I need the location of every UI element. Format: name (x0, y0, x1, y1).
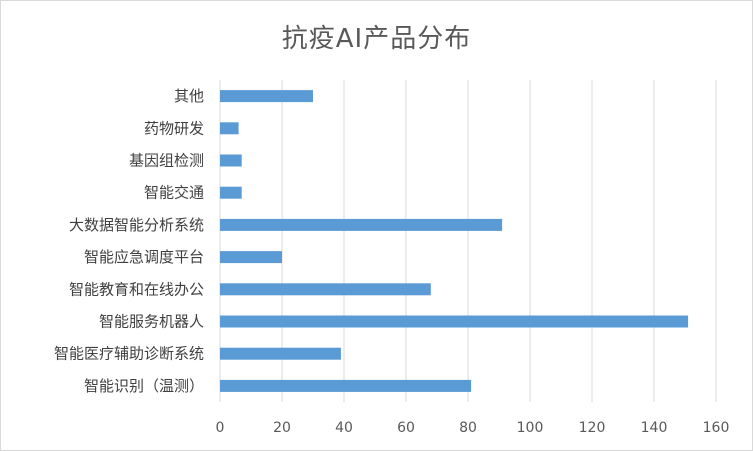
x-tick-label: 120 (579, 420, 606, 436)
bar (220, 379, 472, 392)
category-label: 智能交通 (144, 184, 204, 202)
category-label: 智能识别（温测） (84, 377, 204, 395)
bar (220, 347, 341, 360)
x-tick-label: 100 (517, 420, 544, 436)
category-label: 大数据智能分析系统 (69, 216, 204, 234)
grid-layer (281, 80, 717, 402)
x-tick-label: 40 (335, 420, 353, 436)
category-label: 智能医疗辅助诊断系统 (54, 345, 204, 363)
x-tick-label: 160 (703, 420, 730, 436)
x-tick-label: 20 (273, 420, 291, 436)
category-label: 其他 (174, 87, 204, 105)
category-labels: 其他药物研发基因组检测智能交通大数据智能分析系统智能应急调度平台智能教育和在线办… (54, 87, 204, 395)
x-tick-label: 80 (459, 420, 477, 436)
bar (220, 251, 282, 264)
bar-layer (220, 90, 689, 392)
bar (220, 154, 242, 167)
category-label: 药物研发 (144, 119, 204, 137)
bar (220, 90, 313, 103)
category-label: 智能服务机器人 (99, 313, 204, 331)
category-label: 智能应急调度平台 (84, 248, 204, 266)
x-tick-label: 140 (641, 420, 668, 436)
bar (220, 122, 239, 135)
x-tick-labels: 0 20 40 60 80 100 120 140 160 (216, 420, 730, 436)
bar (220, 186, 242, 199)
chart-title: 抗疫AI产品分布 (281, 24, 472, 54)
x-tick-label: 0 (216, 420, 225, 436)
category-label: 基因组检测 (129, 152, 204, 170)
bar (220, 218, 503, 231)
bar (220, 283, 431, 296)
bar (220, 315, 689, 328)
x-tick-label: 60 (397, 420, 415, 436)
category-label: 智能教育和在线办公 (69, 280, 204, 298)
